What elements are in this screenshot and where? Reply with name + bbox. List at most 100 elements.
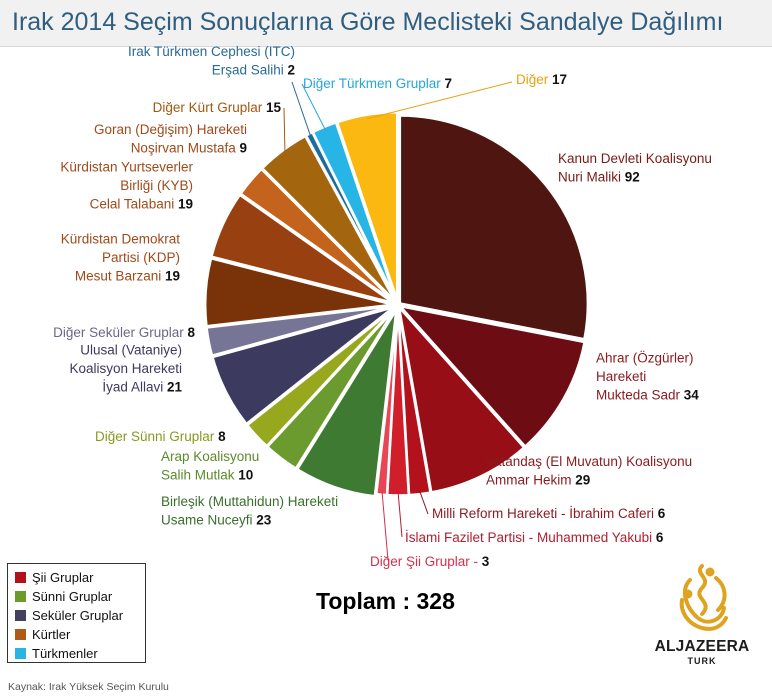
slice-value: 7 — [445, 76, 453, 91]
slice-labels: Kanun Devleti Koalisyonu Nuri Maliki 92 Ah… — [53, 44, 712, 569]
leader-line — [291, 81, 312, 138]
logo-subtitle: TURK — [687, 656, 717, 666]
leader-line — [397, 491, 403, 538]
slice-value: 9 — [239, 140, 247, 155]
slice-label: Milli Reform Hareketi - İbrahim Caferi 6 — [432, 506, 666, 521]
pie-slice — [398, 114, 590, 341]
pie-slice — [210, 305, 395, 426]
slice-label-line: Ahrar (Özgürler) — [596, 351, 694, 366]
pie-slice — [295, 308, 398, 498]
slice-value: 34 — [684, 388, 700, 403]
slice-value: 92 — [625, 169, 640, 184]
slice-label-line: Diğer Şii Gruplar - 3 — [370, 554, 490, 569]
slice-label-line: Diğer Türkmen Gruplar 7 — [303, 76, 452, 91]
slice-label-line: İyad Allavi 21 — [102, 380, 182, 395]
legend-swatch — [15, 648, 26, 659]
slice-label-line: Hareketi — [596, 369, 646, 384]
slice-label: Kanun Devleti Koalisyonu Nuri Maliki 92 — [558, 151, 712, 185]
slice-label-line: Partisi (KDP) — [102, 250, 180, 265]
slice-label: Diğer Seküler Gruplar 8 — [53, 325, 195, 340]
slice-label-line: Birleşik (Muttahidun) Hareketi — [161, 494, 338, 509]
legend-label: Kürtler — [32, 627, 71, 642]
slice-value: 8 — [218, 429, 226, 444]
legend: Şii Gruplar Sünni Gruplar Seküler Grupla… — [7, 563, 146, 663]
slice-label: İslami Fazilet Partisi - Muhammed Yakubi… — [405, 530, 664, 545]
slice-value: 21 — [167, 380, 183, 395]
slice-label-line: Nuri Maliki 92 — [558, 169, 640, 184]
leader-line — [367, 81, 513, 120]
total-label: Toplam : 328 — [316, 588, 455, 614]
slice-label-line: Irak Türkmen Cephesi (ITC) — [128, 44, 295, 59]
slice-label-line: Noşirvan Mustafa 9 — [131, 140, 247, 155]
legend-label: Türkmenler — [32, 646, 98, 661]
slice-value: 10 — [238, 467, 253, 482]
slice-value: 6 — [656, 530, 664, 545]
slice-label-line: Diğer Kürt Gruplar 15 — [153, 100, 282, 115]
slice-label-line: Erşad Salihi 2 — [212, 62, 295, 77]
slice-label-line: Mesut Barzani 19 — [75, 269, 180, 284]
slice-label-line: Mukteda Sadr 34 — [596, 388, 699, 403]
legend-swatch — [15, 591, 26, 602]
title-bar: Irak 2014 Seçim Sonuçlarına Göre Meclist… — [0, 0, 772, 47]
slice-value: 6 — [658, 506, 666, 521]
leader-lines — [283, 81, 513, 561]
slice-label-line: Birliği (KYB) — [120, 178, 193, 193]
pie-slice — [209, 193, 395, 305]
slice-value: 29 — [575, 472, 590, 487]
slice-label: Arap Koalisyonu Salih Mutlak 10 — [161, 449, 259, 483]
slice-value: 2 — [287, 62, 295, 77]
slice-value: 23 — [256, 512, 272, 527]
legend-item-turkmen: Türkmenler — [15, 644, 145, 663]
slice-label: Birleşik (Muttahidun) Hareketi Usame Nuce… — [161, 494, 338, 528]
slice-value: 3 — [482, 554, 490, 569]
slice-label: Diğer Şii Gruplar - 3 — [370, 554, 490, 569]
slice-label-line: Diğer 17 — [516, 72, 567, 87]
slice-value: 19 — [165, 269, 180, 284]
legend-item-secular: Seküler Gruplar — [15, 606, 145, 625]
pie-slice — [396, 304, 587, 449]
slice-label-line: Goran (Değişim) Hareketi — [94, 122, 247, 137]
legend-item-sunni: Sünni Gruplar — [15, 587, 145, 606]
slice-label-line: Koalisyon Hareketi — [69, 361, 182, 376]
slice-label-line: Vatandaş (El Muvatun) Koalisyonu — [486, 454, 692, 469]
slice-value: 17 — [552, 72, 567, 87]
pie-slice — [203, 256, 394, 328]
legend-swatch — [15, 629, 26, 640]
slice-label: Ulusal (Vataniye) Koalisyon Hareketi İyad … — [69, 343, 182, 395]
chart-title: Irak 2014 Seçim Sonuçlarına Göre Meclist… — [12, 8, 724, 36]
pie-slice — [245, 307, 396, 448]
pie-slice — [397, 303, 526, 494]
slice-label: Diğer 17 — [516, 72, 567, 87]
legend-swatch — [15, 572, 26, 583]
slice-label-line: Arap Koalisyonu — [161, 449, 259, 464]
aljazeera-logo: ALJAZEERA TURK — [652, 560, 752, 670]
pie-slice — [335, 111, 399, 301]
slice-label-line: Usame Nuceyfi 23 — [161, 512, 272, 527]
slice-label-line: İslami Fazilet Partisi - Muhammed Yakubi… — [405, 530, 664, 545]
slice-label: Kürdistan Demokrat Partisi (KDP) Mesut Bar… — [61, 232, 181, 284]
slice-label: Diğer Kürt Gruplar 15 — [153, 100, 282, 115]
legend-item-kurdish: Kürtler — [15, 625, 145, 644]
slice-label-line: Salih Mutlak 10 — [161, 467, 253, 482]
slice-label-line: Ulusal (Vataniye) — [80, 343, 182, 358]
slice-label: Diğer Türkmen Gruplar 7 — [303, 76, 452, 91]
pie-slices — [203, 111, 590, 498]
legend-swatch — [15, 610, 26, 621]
legend-item-shii: Şii Gruplar — [15, 568, 145, 587]
leader-line — [418, 490, 429, 515]
slice-value: 8 — [187, 325, 195, 340]
slice-label-line: Milli Reform Hareketi - İbrahim Caferi 6 — [432, 506, 666, 521]
leader-line — [301, 83, 327, 131]
slice-label-line: Diğer Sünni Gruplar 8 — [95, 429, 226, 444]
slice-label: Goran (Değişim) Hareketi Noşirvan Mustafa… — [94, 122, 247, 156]
slice-value: 15 — [266, 100, 282, 115]
legend-label: Sünni Gruplar — [32, 589, 113, 604]
slice-value: 19 — [178, 197, 193, 212]
slice-label: Irak Türkmen Cephesi (ITC) Erşad Salihi 2 — [128, 44, 295, 78]
source-note: Kaynak: Irak Yüksek Seçim Kurulu — [8, 681, 169, 693]
leader-line — [283, 107, 286, 154]
legend-label: Şii Gruplar — [32, 570, 94, 585]
slice-label-line: Kanun Devleti Koalisyonu — [558, 151, 712, 166]
slice-label-line: Kürdistan Yurtseverler — [60, 160, 193, 175]
